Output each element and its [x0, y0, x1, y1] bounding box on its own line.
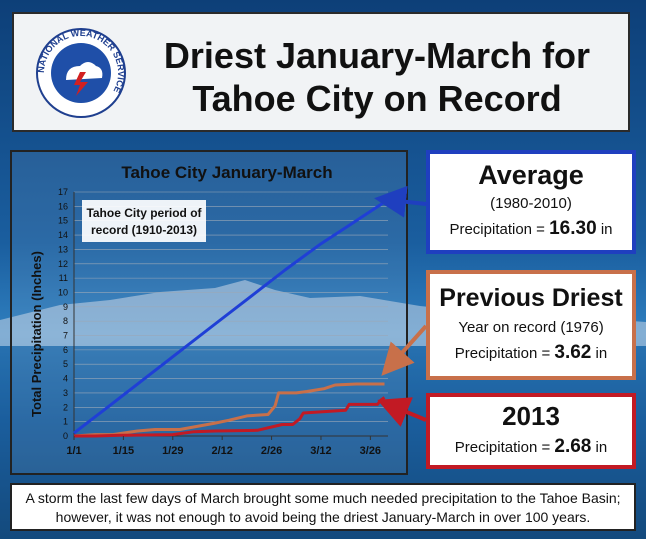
title-banner: NATIONAL WEATHER SERVICE Driest January-… [12, 12, 630, 132]
x-tick-label: 3/26 [360, 445, 381, 457]
current-arrow [377, 397, 427, 427]
average-heading: Average [478, 160, 584, 190]
current-precip: Precipitation = 2.68 in [430, 436, 632, 458]
x-tick-label: 2/12 [211, 445, 232, 457]
average-period: (1980-2010) [490, 195, 572, 212]
y-tick-label: 8 [63, 316, 68, 326]
chart-series [73, 200, 386, 438]
previous-driest-card: Previous Driest Year on record (1976) Pr… [426, 270, 636, 380]
previous-precip: Precipitation = 3.62 in [430, 342, 632, 364]
previous-heading: Previous Driest [439, 284, 623, 312]
average-precip-label: Precipitation = [449, 221, 550, 238]
current-precip-value: 2.68 [554, 436, 592, 457]
current-heading: 2013 [502, 401, 560, 431]
y-tick-label: 9 [63, 302, 68, 312]
y-tick-label: 10 [58, 287, 68, 297]
title-line-1: Driest January-March for [163, 35, 591, 76]
y-tick-label: 17 [58, 187, 68, 197]
average-precip-value: 16.30 [549, 218, 597, 239]
nws-logo: NATIONAL WEATHER SERVICE [36, 28, 126, 118]
previous-arrow [381, 324, 428, 376]
y-tick-label: 14 [58, 230, 68, 240]
current-unit: in [595, 439, 608, 456]
y-tick-label: 4 [63, 374, 68, 384]
y-tick-label: 0 [63, 431, 68, 441]
y-tick-label: 12 [58, 259, 68, 269]
series-line-0 [73, 200, 386, 435]
chart-annotation-line-2: record (1910-2013) [91, 223, 197, 237]
y-tick-label: 16 [58, 201, 68, 211]
current-precip-label: Precipitation = [454, 439, 555, 456]
previous-precip-value: 3.62 [554, 342, 592, 363]
y-tick-label: 6 [63, 345, 68, 355]
y-tick-label: 2 [63, 402, 68, 412]
average-card: Average (1980-2010) Precipitation = 16.3… [426, 150, 636, 254]
current-year-card: 2013 Precipitation = 2.68 in [426, 393, 636, 469]
y-tick-label: 5 [63, 359, 68, 369]
previous-year: Year on record (1976) [458, 319, 604, 336]
average-arrow [374, 185, 427, 218]
x-tick-label: 1/1 [66, 445, 81, 457]
page-title: Driest January-March for Tahoe City on R… [132, 34, 622, 120]
average-unit: in [600, 221, 613, 238]
chart-title: Tahoe City January-March [121, 163, 332, 182]
previous-unit: in [595, 345, 608, 362]
y-tick-label: 1 [63, 417, 68, 427]
series-line-2 [74, 396, 386, 438]
chart-panel: Tahoe City January-March Total Precipita… [10, 150, 408, 475]
x-tick-label: 2/26 [261, 445, 282, 457]
chart-grid [73, 191, 388, 437]
y-tick-label: 7 [63, 331, 68, 341]
title-line-2: Tahoe City on Record [192, 78, 562, 119]
chart-annotation-line-1: Tahoe City period of [86, 206, 202, 220]
x-tick-label: 1/15 [113, 445, 134, 457]
footer-caption: A storm the last few days of March broug… [10, 483, 636, 531]
series-line-1 [73, 382, 385, 438]
average-precip: Precipitation = 16.30 in [430, 218, 632, 240]
y-tick-label: 13 [58, 244, 68, 254]
chart-annotation-box [82, 200, 206, 242]
y-tick-label: 15 [58, 216, 68, 226]
precipitation-chart: Tahoe City January-March Total Precipita… [29, 163, 388, 457]
y-tick-label: 3 [63, 388, 68, 398]
previous-precip-label: Precipitation = [454, 345, 555, 362]
y-axis-label: Total Precipitation (Inches) [29, 251, 44, 417]
x-tick-label: 3/12 [310, 445, 331, 457]
x-tick-label: 1/29 [162, 445, 183, 457]
y-tick-label: 11 [59, 273, 68, 283]
